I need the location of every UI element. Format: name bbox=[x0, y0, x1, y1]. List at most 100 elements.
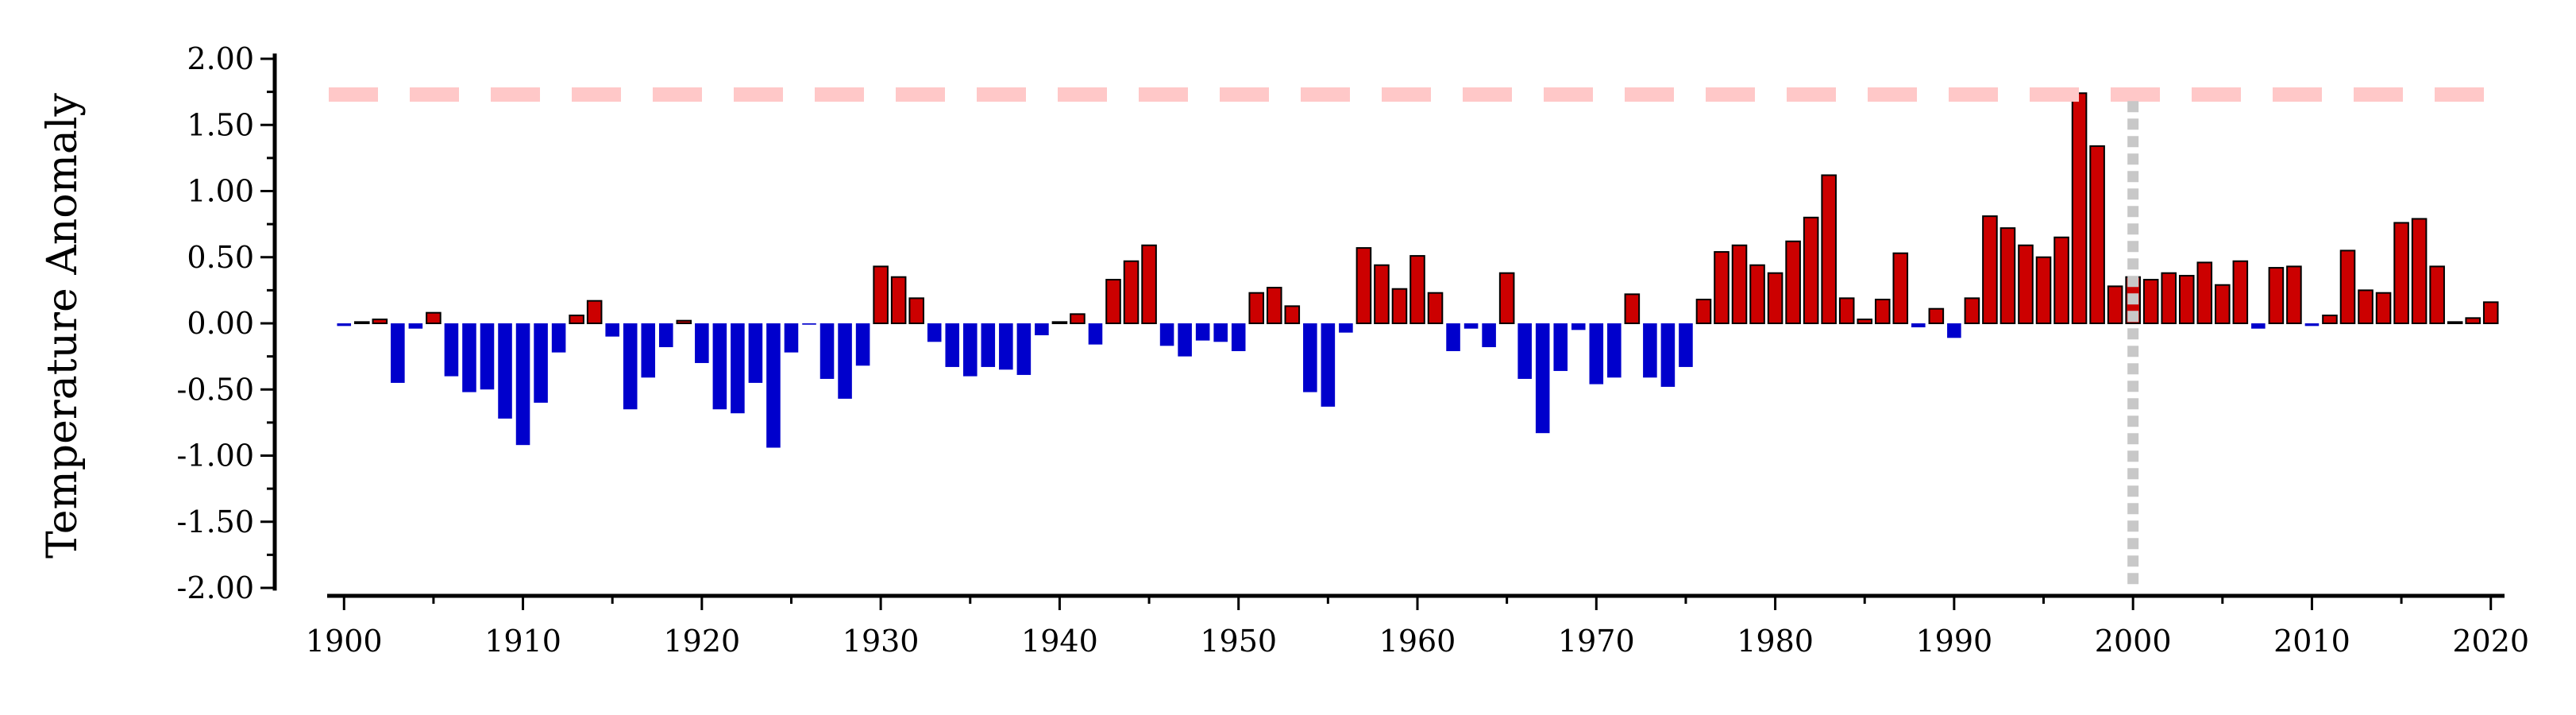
bar-1911 bbox=[534, 323, 548, 403]
bar-1936 bbox=[981, 323, 996, 367]
bar-1960 bbox=[1409, 255, 1425, 324]
bar-1915 bbox=[605, 323, 619, 337]
y-axis-title: Temperature Anomaly bbox=[39, 92, 87, 558]
bar-1998 bbox=[2089, 145, 2105, 324]
bar-1942 bbox=[1088, 323, 1103, 345]
bar-1982 bbox=[1803, 216, 1819, 324]
y-tick-label: -1.50 bbox=[177, 504, 254, 539]
bar-2003 bbox=[2178, 275, 2195, 324]
bar-1912 bbox=[551, 323, 566, 353]
bar-2015 bbox=[2393, 222, 2409, 324]
bar-1930 bbox=[873, 265, 889, 324]
bar-2017 bbox=[2429, 265, 2445, 324]
bar-1948 bbox=[1195, 323, 1210, 341]
bar-1977 bbox=[1714, 251, 1730, 324]
x-tick-label: 2020 bbox=[2452, 624, 2529, 659]
bar-1909 bbox=[498, 323, 512, 419]
bar-1916 bbox=[623, 323, 638, 410]
bar-1919 bbox=[676, 319, 692, 325]
bar-1925 bbox=[784, 323, 799, 353]
bar-1970 bbox=[1589, 323, 1604, 385]
bar-1934 bbox=[945, 323, 960, 367]
bar-2012 bbox=[2339, 249, 2356, 324]
bar-1918 bbox=[659, 323, 673, 347]
bar-1978 bbox=[1731, 244, 1748, 324]
bar-2009 bbox=[2286, 265, 2302, 324]
bar-1962 bbox=[1446, 323, 1460, 351]
bar-1967 bbox=[1535, 323, 1550, 434]
x-tick-label: 1970 bbox=[1558, 624, 1635, 659]
bar-1952 bbox=[1266, 287, 1282, 324]
x-tick-label: 1980 bbox=[1737, 624, 1814, 659]
bar-1990 bbox=[1947, 323, 1961, 338]
bar-1976 bbox=[1695, 299, 1712, 324]
bar-1986 bbox=[1874, 299, 1891, 324]
bar-2020 bbox=[2482, 301, 2499, 324]
x-tick-label: 1950 bbox=[1200, 624, 1277, 659]
bar-1959 bbox=[1391, 288, 1408, 324]
bar-1979 bbox=[1749, 264, 1765, 324]
bar-1964 bbox=[1482, 323, 1496, 347]
bar-1928 bbox=[838, 323, 852, 399]
bar-1923 bbox=[748, 323, 763, 383]
x-tick-label: 2000 bbox=[2095, 624, 2172, 659]
bar-2004 bbox=[2196, 261, 2213, 324]
x-tick-label: 1940 bbox=[1021, 624, 1098, 659]
bar-1917 bbox=[641, 323, 656, 378]
bar-2018 bbox=[2447, 321, 2463, 324]
bar-1907 bbox=[462, 323, 476, 392]
bar-1935 bbox=[962, 323, 978, 377]
bar-1931 bbox=[890, 276, 907, 324]
bar-2013 bbox=[2358, 289, 2374, 325]
bar-1924 bbox=[766, 323, 781, 448]
x-tick-label: 1900 bbox=[306, 624, 383, 659]
bar-1981 bbox=[1785, 240, 1801, 324]
bar-1910 bbox=[515, 323, 530, 446]
bar-1991 bbox=[1964, 297, 1980, 324]
bar-1945 bbox=[1141, 244, 1157, 324]
bar-1950 bbox=[1231, 323, 1246, 351]
bar-1946 bbox=[1159, 323, 1174, 346]
x-tick-label: 2010 bbox=[2273, 624, 2350, 659]
bar-2006 bbox=[2232, 260, 2249, 324]
bars-group bbox=[337, 92, 2499, 448]
bar-1914 bbox=[586, 300, 603, 325]
bar-1926 bbox=[802, 323, 816, 325]
x-axis: 1900 1910 1920 1930 1940 1950 1960 1970 1980 1990… bbox=[306, 593, 2529, 659]
bar-1993 bbox=[1999, 227, 2016, 324]
bar-1920 bbox=[695, 323, 709, 363]
bar-1972 bbox=[1624, 293, 1641, 324]
bar-1921 bbox=[712, 323, 727, 410]
x-tick-label: 1910 bbox=[484, 624, 561, 659]
bar-1987 bbox=[1892, 252, 1909, 324]
y-tick-label: 1.00 bbox=[187, 174, 254, 209]
bar-1929 bbox=[855, 323, 870, 366]
bar-1984 bbox=[1838, 297, 1855, 324]
bar-2016 bbox=[2411, 218, 2428, 324]
bar-1980 bbox=[1767, 272, 1784, 325]
bar-1944 bbox=[1123, 260, 1140, 324]
bar-1975 bbox=[1679, 323, 1693, 367]
y-tick-label: 0.50 bbox=[187, 240, 254, 275]
bar-2002 bbox=[2161, 272, 2177, 325]
bar-1965 bbox=[1498, 272, 1515, 325]
bar-1900 bbox=[337, 323, 352, 327]
bar-1955 bbox=[1321, 323, 1336, 407]
y-tick-label: 0.00 bbox=[187, 306, 254, 341]
bar-1933 bbox=[927, 323, 942, 342]
bar-1958 bbox=[1374, 264, 1390, 324]
bar-2019 bbox=[2465, 317, 2481, 324]
y-tick-label: -1.00 bbox=[177, 439, 254, 473]
bar-1949 bbox=[1213, 323, 1228, 342]
bar-1999 bbox=[2107, 285, 2123, 325]
bar-2011 bbox=[2322, 315, 2338, 325]
bar-2014 bbox=[2375, 292, 2392, 325]
bar-1940 bbox=[1051, 321, 1068, 324]
bar-2001 bbox=[2142, 279, 2159, 324]
bar-1951 bbox=[1248, 292, 1265, 325]
bar-2008 bbox=[2268, 267, 2285, 325]
bar-1947 bbox=[1178, 323, 1192, 357]
bar-2005 bbox=[2215, 284, 2231, 324]
bar-1903 bbox=[391, 323, 405, 383]
bar-1941 bbox=[1070, 313, 1086, 325]
